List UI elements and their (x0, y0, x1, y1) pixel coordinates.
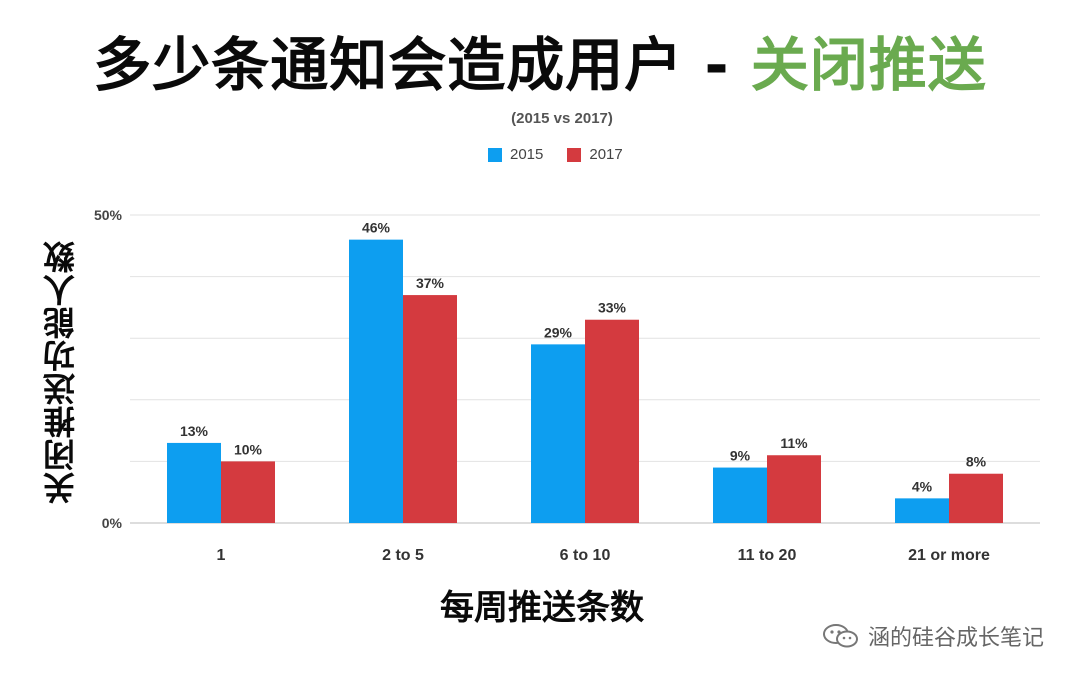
x-tick-label: 1 (217, 547, 226, 564)
bar-2015 (895, 498, 949, 523)
bar-2015 (531, 344, 585, 523)
legend-item-2015: 2015 (488, 146, 543, 163)
y-tick-label: 0% (102, 515, 123, 531)
wechat-icon (822, 624, 858, 648)
legend-swatch-2015 (488, 147, 502, 162)
y-tick-label: 50% (94, 207, 123, 223)
data-label-2017: 11% (780, 435, 808, 451)
data-label-2015: 13% (180, 423, 209, 439)
data-label-2015: 46% (362, 220, 391, 236)
data-label-2015: 4% (912, 478, 933, 494)
bar-2015 (713, 467, 767, 523)
data-label-2015: 9% (730, 448, 751, 464)
bar-2017 (767, 455, 821, 523)
page-title: 多少条通知会造成用户 - 关闭推送 (0, 18, 1080, 102)
watermark-text: 涵的硅谷成长笔记 (867, 626, 1044, 651)
bar-2017 (221, 461, 275, 523)
x-tick-label: 21 or more (908, 547, 990, 564)
legend-swatch-2017 (567, 147, 582, 162)
data-label-2015: 29% (544, 324, 573, 340)
x-tick-label: 11 to 20 (738, 547, 797, 564)
data-label-2017: 10% (234, 441, 263, 457)
x-axis-label: 每周推送条数 (440, 588, 644, 628)
bar-2017 (585, 319, 639, 523)
chart-legend: 2015 2017 (488, 146, 623, 163)
data-label-2017: 8% (966, 454, 987, 470)
x-tick-label: 6 to 10 (560, 547, 611, 564)
data-label-2017: 33% (598, 300, 627, 316)
watermark: 涵的硅谷成长笔记 (822, 620, 1044, 652)
bar-2017 (403, 295, 457, 523)
legend-label-2015: 2015 (510, 146, 544, 163)
data-label-2017: 37% (416, 275, 445, 291)
chart-subtitle: (2015 vs 2017) (511, 110, 613, 127)
legend-label-2017: 2017 (589, 146, 623, 163)
title-highlight: 关闭推送 (750, 31, 987, 99)
bar-2015 (167, 442, 221, 523)
legend-item-2017: 2017 (567, 146, 623, 163)
bar-2015 (349, 239, 403, 523)
title-main: 多少条通知会造成用户 - (93, 31, 751, 99)
bar-2017 (949, 473, 1003, 523)
x-tick-label: 2 to 5 (382, 547, 424, 564)
